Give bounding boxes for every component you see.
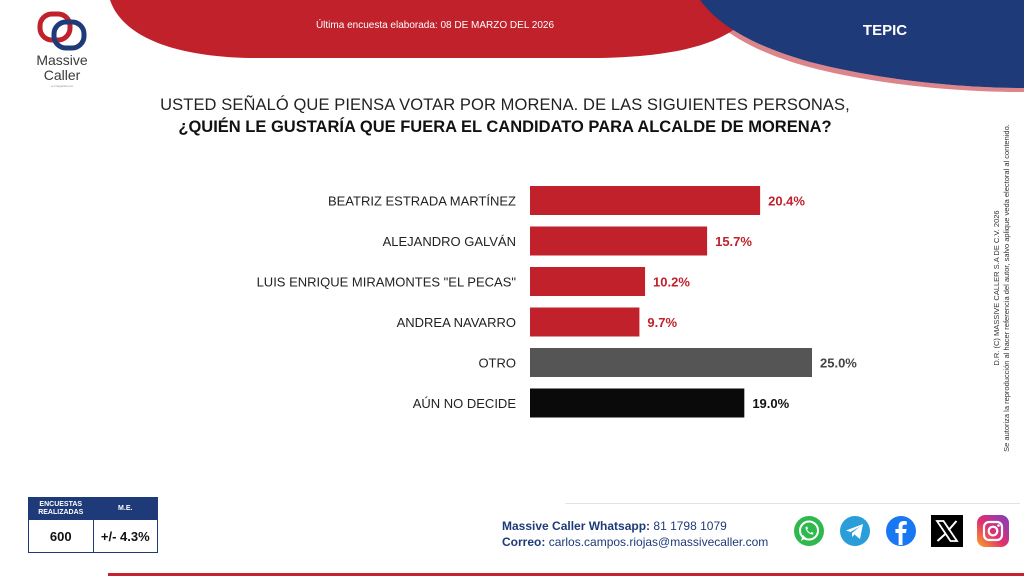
bar [530, 388, 745, 418]
bar [530, 186, 761, 215]
facebook-icon[interactable] [884, 514, 918, 548]
bar [530, 267, 646, 296]
question-line-2: ¿QUIÉN LE GUSTARÍA QUE FUERA EL CANDIDAT… [178, 118, 832, 136]
email-line: Correo: carlos.campos.riojas@massivecall… [502, 534, 768, 550]
header-banner [110, 0, 1024, 92]
margin-error-header: M.E. [92, 498, 158, 520]
navy-banner-shape [700, 0, 1024, 88]
navy-banner-accent [697, 0, 1024, 92]
logo-subtitle: a Cnegocios ma [51, 84, 73, 88]
email-address[interactable]: carlos.campos.riojas@massivecaller.com [548, 535, 769, 549]
whatsapp-number[interactable]: 81 1798 1079 [653, 519, 727, 533]
category-label: OTRO [478, 356, 516, 371]
survey-date: Última encuesta elaborada: 08 DE MARZO D… [315, 20, 555, 31]
value-label: 15.7% [715, 234, 752, 249]
whatsapp-label: Massive Caller Whatsapp: [502, 519, 651, 533]
category-label: ANDREA NAVARRO [397, 315, 516, 330]
logo-bubbles-icon [37, 11, 87, 51]
bar-chart: BEATRIZ ESTRADA MARTÍNEZ 20.4% ALEJANDRO G… [257, 186, 857, 418]
surveys-value: 600 [49, 529, 72, 544]
category-label: LUIS ENRIQUE MIRAMONTES "EL PECAS" [257, 275, 517, 290]
bar [530, 348, 812, 377]
margin-error-value: +/- 4.3% [92, 520, 158, 553]
x-icon[interactable] [930, 514, 964, 548]
copyright-line-2: Se autoriza la reproducción al hacer ref… [1002, 124, 1011, 452]
copyright-notice: D.R. (C) MASSIVE CALLER S.A DE C.V. 2026… [992, 98, 1024, 478]
value-label: 25.0% [820, 356, 857, 371]
question-line-1: USTED SEÑALÓ QUE PIENSA VOTAR POR MORENA… [160, 96, 850, 114]
question-text: USTED SEÑALÓ QUE PIENSA VOTAR POR MORENA… [120, 94, 890, 138]
contact-info: Massive Caller Whatsapp: 81 1798 1079 Co… [502, 518, 768, 550]
instagram-icon[interactable] [976, 514, 1010, 548]
value-label: 20.4% [768, 194, 805, 209]
whatsapp-icon[interactable] [792, 514, 826, 548]
value-label: 19.0% [752, 396, 789, 411]
logo-title: Massive Caller [36, 52, 88, 83]
bar [530, 226, 708, 256]
city-label: TEPIC [862, 22, 908, 39]
red-banner-shape [110, 0, 760, 58]
telegram-icon[interactable] [838, 514, 872, 548]
value-label: 9.7% [647, 315, 677, 330]
surveys-header: ENCUESTAS REALIZADAS [38, 501, 84, 516]
whatsapp-line: Massive Caller Whatsapp: 81 1798 1079 [502, 518, 768, 534]
category-label: ALEJANDRO GALVÁN [383, 234, 516, 249]
bar [530, 307, 640, 337]
category-label: AÚN NO DECIDE [413, 396, 517, 411]
category-label: BEATRIZ ESTRADA MARTÍNEZ [328, 194, 516, 209]
value-label: 10.2% [653, 275, 690, 290]
footer-divider [565, 503, 1020, 504]
footer-red-bar [108, 573, 1024, 576]
email-label: Correo: [502, 535, 546, 549]
social-icons [792, 514, 1010, 550]
survey-stats-table: ENCUESTAS REALIZADAS M.E. 600 +/- 4.3% [28, 497, 158, 553]
massive-caller-logo: Massive Caller a Cnegocios ma [22, 8, 102, 88]
copyright-line-1: D.R. (C) MASSIVE CALLER S.A DE C.V. 2026 [992, 210, 1001, 366]
